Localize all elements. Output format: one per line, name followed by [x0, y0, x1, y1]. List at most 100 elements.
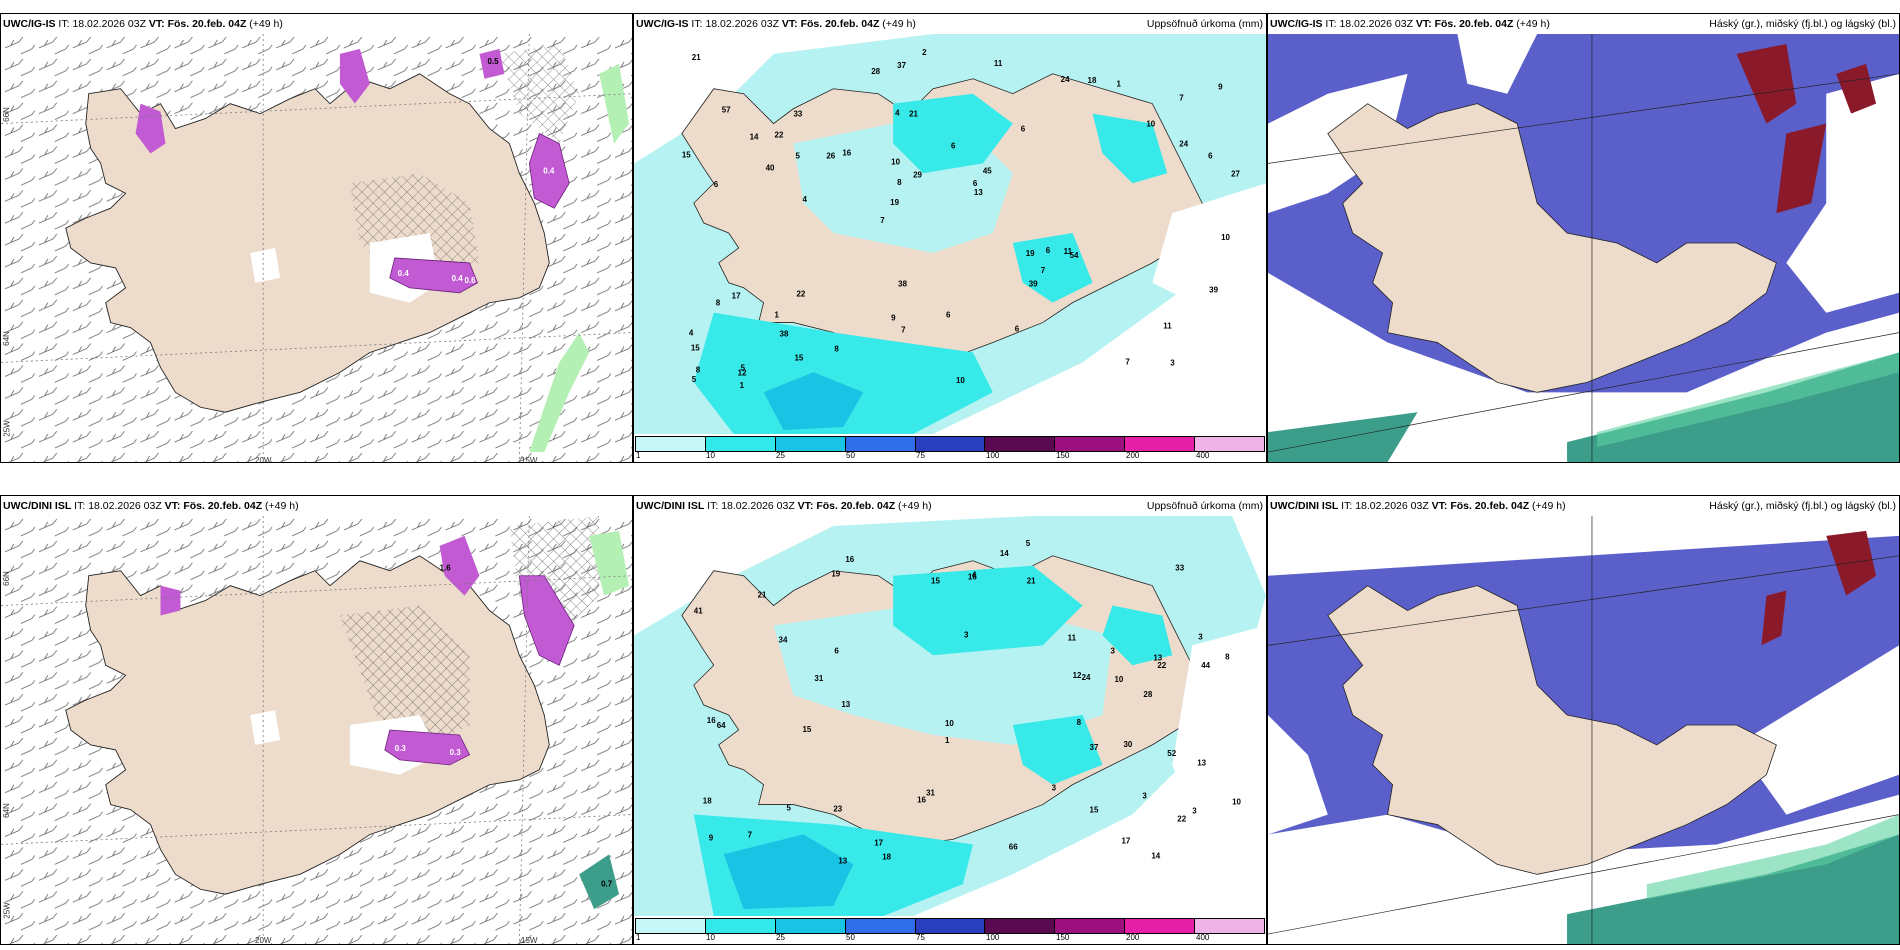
colorbar-tick: 50 [846, 933, 855, 942]
precip-value: 10 [956, 376, 965, 385]
panel-wind-top: UWC/IG-IS IT: 18.02.2026 03Z VT: Fös. 20… [0, 13, 633, 463]
precip-value: 64 [717, 721, 726, 730]
precip-value: 9 [891, 314, 896, 323]
precip-value: 39 [1029, 280, 1038, 289]
precip-value: 15 [802, 725, 811, 734]
colorbar-tick: 100 [986, 933, 1000, 942]
lon-label-20w: 20W [255, 456, 272, 463]
precip-value: 39 [1209, 286, 1218, 295]
precip-value: 6 [714, 180, 719, 189]
precip-value: 13 [1153, 653, 1162, 662]
precip-value: 16 [845, 555, 854, 564]
precip-value: 15 [682, 150, 691, 159]
precip-value: 7 [1179, 94, 1184, 103]
lat-label-66n: 66N [1, 571, 11, 586]
precip-value: 2 [922, 48, 927, 57]
precip-value: 45 [983, 166, 992, 175]
precip-value: 6 [1046, 246, 1051, 255]
precip-value: 13 [841, 700, 850, 709]
colorbar-swatch [775, 437, 846, 451]
colorbar-tick: 10 [706, 451, 715, 460]
precip-value: 38 [780, 329, 789, 338]
lat-label-25w: 25W [2, 902, 12, 919]
colorbar-swatch [915, 919, 986, 933]
colorbar-tick: 100 [986, 451, 1000, 460]
field-name: Háský (gr.), miðský (fj.bl.) og lágský (… [1709, 18, 1896, 30]
wind-map: 0.4 0.4 0.5 0.4 0.6 [1, 34, 632, 462]
precip-value: 9 [709, 833, 714, 842]
precip-value: 21 [758, 591, 767, 600]
panel-title: UWC/DINI ISL IT: 18.02.2026 03Z VT: Fös.… [1268, 496, 1899, 516]
colorbar-swatch [1055, 919, 1126, 933]
precip-value: 1 [775, 311, 780, 320]
snow-label: 0.7 [601, 879, 613, 888]
colorbar-swatch [705, 919, 776, 933]
precip-value: 26 [826, 151, 835, 160]
lon-label-15w: 15W [521, 936, 538, 945]
colorbar-swatch [1055, 437, 1126, 451]
precip-values: 3677654617161538214554573727192419983324… [682, 48, 1241, 390]
colorbar: 1 10 25 50 75 100 150 200 400 [634, 434, 1266, 462]
precip-value: 1 [945, 736, 950, 745]
panel-title: UWC/DINI ISL IT: 18.02.2026 03Z VT: Fös.… [634, 496, 1266, 516]
colorbar-swatch [915, 437, 986, 451]
precip-value: 34 [779, 635, 788, 644]
precip-value: 23 [833, 805, 842, 814]
lon-label-20w: 20W [255, 936, 272, 945]
precip-value: 11 [1064, 247, 1073, 256]
precip-value: 66 [1009, 842, 1018, 851]
lat-label-66n: 66N [1, 107, 11, 122]
precip-value: 11 [1068, 633, 1077, 642]
panel-title: UWC/IG-IS IT: 18.02.2026 03Z VT: Fös. 20… [1, 14, 632, 34]
precip-value: 14 [1000, 549, 1009, 558]
precip-value: 16 [917, 796, 926, 805]
precip-value: 17 [874, 838, 883, 847]
precip-value: 13 [1197, 759, 1206, 768]
precip-value: 16 [842, 148, 851, 157]
precip-value: 31 [814, 674, 823, 683]
precip-value: 15 [691, 343, 700, 352]
colorbar-swatch [775, 919, 846, 933]
precip-value: 10 [1232, 798, 1241, 807]
precip-value: 11 [994, 59, 1003, 68]
panel-precip-bottom: UWC/DINI ISL IT: 18.02.2026 03Z VT: Fös.… [633, 495, 1267, 945]
precip-value: 10 [1114, 675, 1123, 684]
precip-value: 3 [964, 630, 969, 639]
precip-value: 15 [1090, 806, 1099, 815]
precip-value: 4 [802, 195, 807, 204]
precip-value: 14 [750, 132, 759, 141]
precip-value: 4 [689, 328, 694, 337]
precip-value: 15 [794, 353, 803, 362]
precip-value: 1 [1116, 80, 1121, 89]
snow-label: 1.6 [440, 564, 452, 573]
precip-value: 24 [1061, 75, 1070, 84]
precip-value: 24 [1082, 673, 1091, 682]
colorbar-swatch [845, 919, 916, 933]
colorbar-swatch [636, 437, 706, 451]
precip-value: 17 [1121, 836, 1130, 845]
colorbar-swatch [985, 919, 1056, 933]
precip-value: 33 [1175, 564, 1184, 573]
snow-area [389, 257, 478, 294]
precip-map: 3 6 7 7 6 5 4 6 17 16 15 38 21 45 54 57 37 27 19 24 19 9 8 33 24… [634, 34, 1266, 434]
colorbar-tick: 25 [776, 451, 785, 460]
precip-value: 12 [1073, 671, 1082, 680]
precip-value: 16 [707, 716, 716, 725]
field-name: Háský (gr.), miðský (fj.bl.) og lágský (… [1709, 500, 1896, 512]
colorbar-swatch [636, 919, 706, 933]
precip-value: 31 [926, 789, 935, 798]
precip-value: 18 [703, 797, 712, 806]
precip-value: 24 [1179, 139, 1188, 148]
colorbar-tick: 150 [1056, 933, 1070, 942]
field-name: Uppsöfnuð úrkoma (mm) [1146, 500, 1263, 512]
precip-value: 22 [796, 290, 805, 299]
snow-label: 0.3 [395, 744, 407, 753]
precip-value: 16 [968, 573, 977, 582]
colorbar-swatch [845, 437, 916, 451]
precip-value: 6 [1015, 325, 1020, 334]
precip-value: 7 [901, 326, 906, 335]
precip-value: 4 [895, 109, 900, 118]
precip-value: 57 [722, 106, 731, 115]
panel-title: UWC/IG-IS IT: 18.02.2026 03Z VT: Fös. 20… [634, 14, 1266, 34]
iceland-land [1327, 585, 1777, 875]
